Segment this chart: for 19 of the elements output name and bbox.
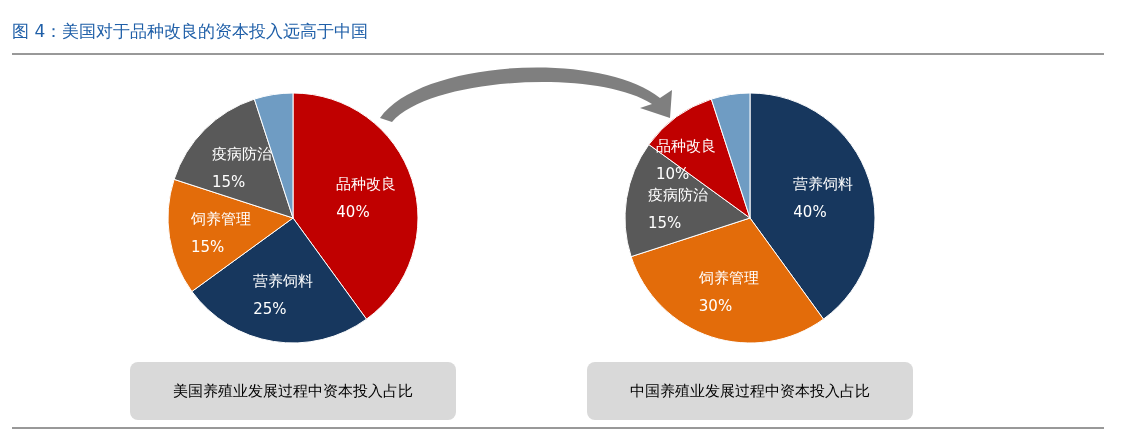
slice-label: 饲养管理 bbox=[697, 269, 759, 288]
slice-label: 营养饲料 bbox=[793, 174, 854, 193]
data-label: 40% bbox=[336, 202, 370, 221]
data-label: 15% bbox=[211, 172, 246, 191]
data-label: 30% bbox=[698, 297, 733, 316]
data-label: 25% bbox=[253, 300, 287, 319]
slice-label: 疫病防治 bbox=[647, 186, 708, 205]
slice-label: 疫病防治 bbox=[211, 144, 272, 163]
slice-label: 营养饲料 bbox=[253, 272, 314, 291]
data-label: 10% bbox=[655, 165, 690, 184]
slice-label: 品种改良 bbox=[336, 174, 397, 193]
text: 美国养殖业发展过程中资本投入占比 bbox=[173, 382, 413, 400]
slice-label: 饲养管理 bbox=[189, 209, 251, 228]
data-label: 15% bbox=[190, 237, 225, 256]
text: 中国养殖业发展过程中资本投入占比 bbox=[630, 382, 870, 400]
data-label: 40% bbox=[793, 202, 827, 221]
slice-label: 品种改良 bbox=[655, 137, 716, 156]
data-label: 15% bbox=[647, 214, 682, 233]
chart-title: 图 4：美国对于品种改良的资本投入远高于中国 bbox=[12, 21, 369, 41]
